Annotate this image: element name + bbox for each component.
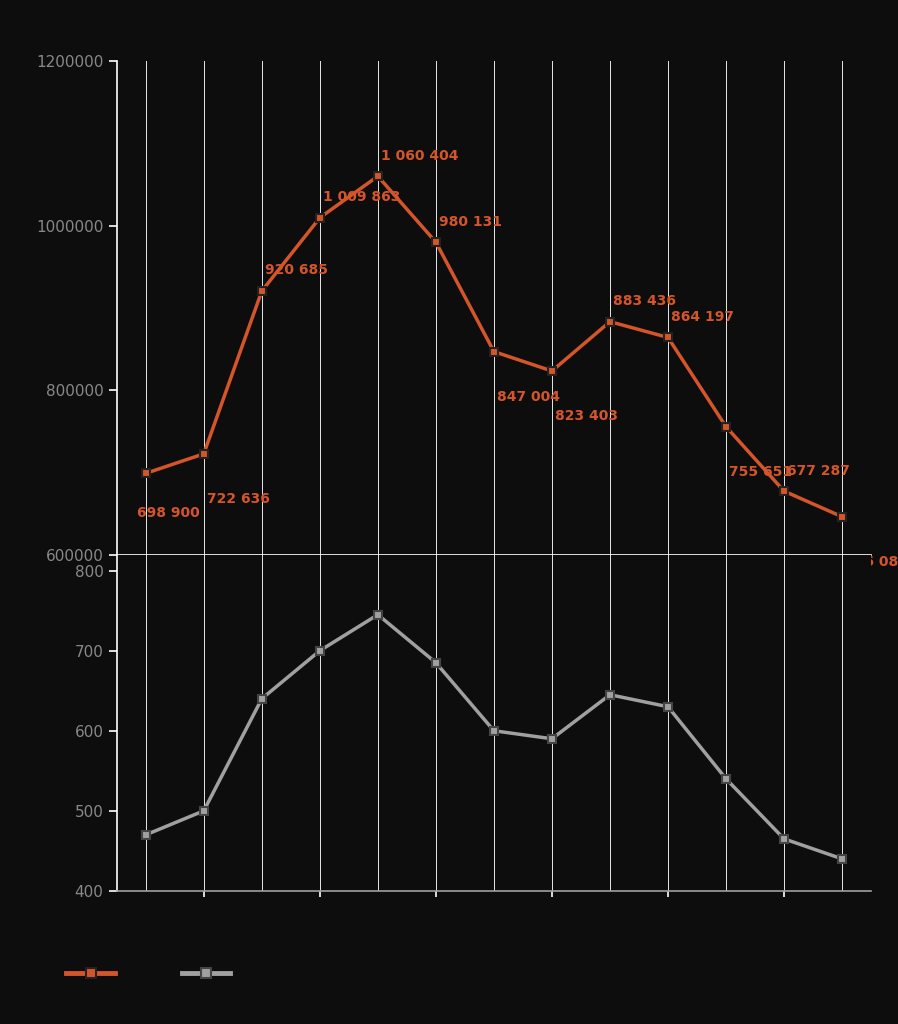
Text: 1 060 404: 1 060 404 (381, 148, 458, 163)
Text: 646 085: 646 085 (845, 555, 898, 569)
Text: 847 004: 847 004 (497, 390, 559, 403)
Text: 722 636: 722 636 (207, 492, 269, 506)
Text: 864 197: 864 197 (671, 310, 734, 324)
Text: 677 287: 677 287 (787, 464, 850, 477)
Text: 698 900: 698 900 (137, 506, 199, 520)
Text: 980 131: 980 131 (439, 215, 502, 228)
Text: 920 685: 920 685 (265, 263, 328, 278)
Text: 755 651: 755 651 (729, 465, 792, 479)
Text: 1 009 863: 1 009 863 (322, 190, 401, 204)
Text: 883 436: 883 436 (612, 294, 676, 308)
Text: 823 403: 823 403 (555, 410, 618, 423)
Legend: , : , (61, 962, 247, 986)
